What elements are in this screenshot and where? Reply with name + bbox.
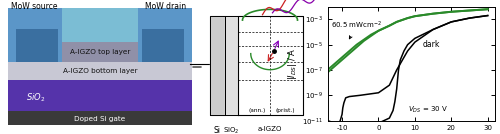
Bar: [8, 8, 62, 62]
Text: Doped Si gate: Doped Si gate: [74, 116, 126, 122]
Bar: [8, 8, 192, 42]
Text: A-IGZO top layer: A-IGZO top layer: [70, 49, 130, 55]
Text: (ann.): (ann.): [249, 108, 266, 113]
Text: MoW source: MoW source: [11, 2, 57, 11]
X-axis label: $V_{GS}$ / V: $V_{GS}$ / V: [396, 133, 426, 134]
Text: 60.5 mWcm$^{-2}$: 60.5 mWcm$^{-2}$: [331, 20, 382, 39]
Text: a-IGZO: a-IGZO: [258, 126, 282, 132]
Text: MoW drain: MoW drain: [146, 2, 186, 11]
Bar: [16, 29, 58, 62]
Text: A-IGZO bottom layer: A-IGZO bottom layer: [62, 68, 138, 74]
Y-axis label: $|I_{DS}|$ / A: $|I_{DS}|$ / A: [286, 47, 299, 80]
Polygon shape: [238, 16, 302, 115]
Polygon shape: [225, 16, 237, 115]
Bar: [8, 42, 192, 62]
Bar: [142, 29, 184, 62]
Text: $V_{DS}$ = 30 V: $V_{DS}$ = 30 V: [408, 105, 448, 115]
Bar: [8, 8, 192, 125]
Text: dark: dark: [422, 40, 440, 49]
Polygon shape: [210, 16, 225, 115]
Text: SiO$_2$: SiO$_2$: [223, 126, 240, 134]
Bar: [138, 8, 192, 62]
Text: Si: Si: [214, 126, 221, 134]
Bar: [8, 80, 192, 111]
Text: SiO$_2$: SiO$_2$: [26, 91, 46, 104]
Bar: [8, 62, 192, 80]
Bar: [8, 111, 192, 125]
Text: (prist.): (prist.): [275, 108, 295, 113]
